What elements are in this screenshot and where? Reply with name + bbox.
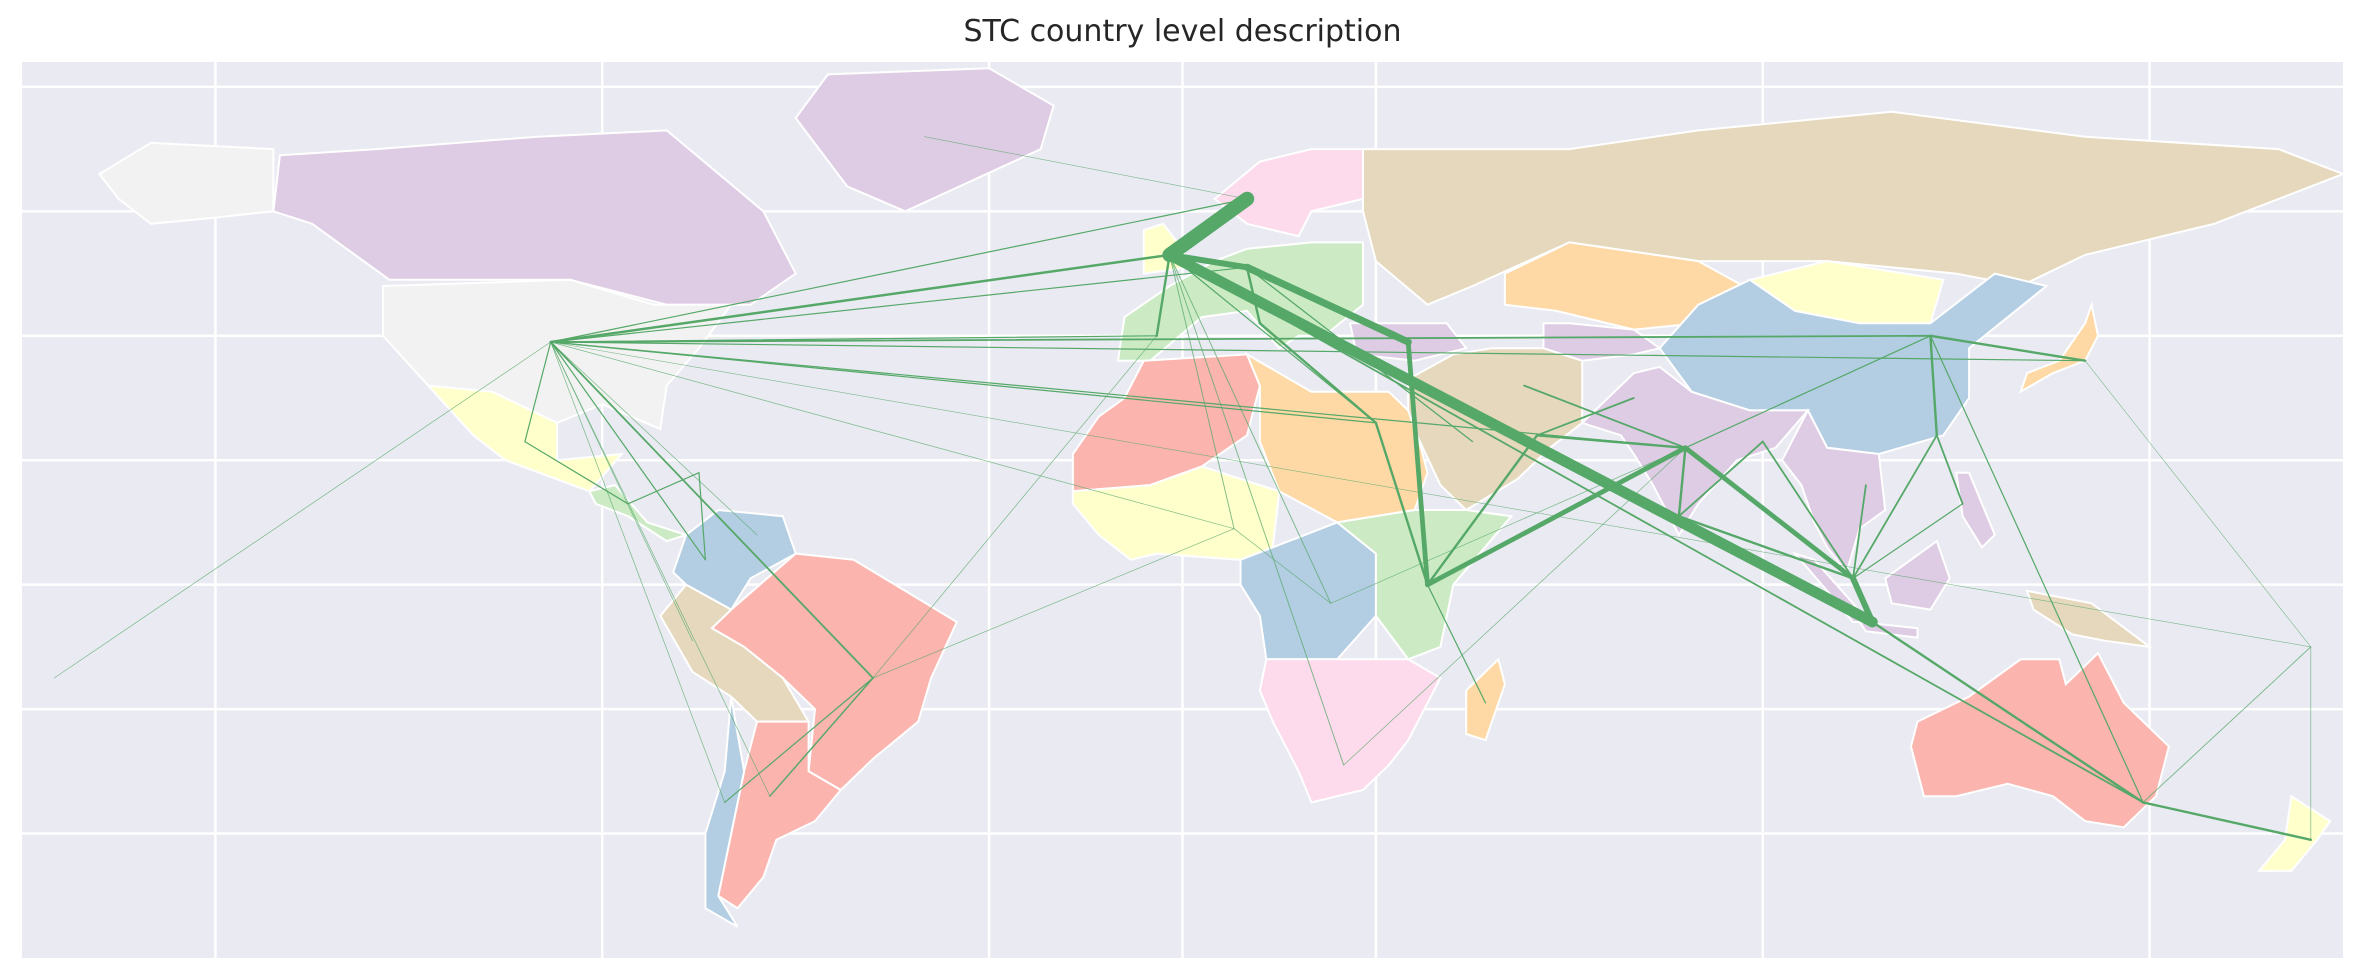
trade-edge-singapore-philippines <box>1852 503 1964 580</box>
trade-edge-bangladesh-singapore <box>1761 440 1854 580</box>
trade-edge-china-south-philippines <box>1935 434 1964 505</box>
land-mexico <box>425 384 624 493</box>
trade-edge-uae-india <box>1535 434 1687 449</box>
trade-edge-turkey-kenya <box>1405 339 1430 588</box>
trade-edge-uae-pakistan <box>1536 397 1635 437</box>
land-canada <box>272 129 797 306</box>
trade-edge-india-singapore <box>1683 445 1856 581</box>
land-philippines <box>1955 471 1996 549</box>
trade-edge-kenya-madagascar <box>1426 584 1487 704</box>
trade-edge-uk-drc <box>1169 254 1332 604</box>
land-japan <box>2018 300 2100 395</box>
land-chile <box>704 696 746 928</box>
trade-edge-china-japan <box>1929 334 2087 362</box>
trade-edge-singapore-indonesia <box>1850 575 1876 625</box>
trade-edge-india-south-bangladesh <box>1678 440 1764 518</box>
trade-edge-germany-italy <box>1245 266 1262 325</box>
land-new-guinea <box>2025 589 2154 649</box>
trade-edge-brazil-argentina <box>769 677 874 797</box>
land-australia <box>1909 651 2171 829</box>
trade-edge-india-south-africa <box>1343 447 1686 766</box>
trade-edge-caribbean-colombia <box>698 472 707 561</box>
trade-edge-singapore-china-south <box>1852 434 1938 580</box>
trade-edge-india-china <box>1684 335 1932 449</box>
trade-edge-australia-china <box>1929 335 2144 804</box>
trade-edge-usa-mexico <box>524 341 552 443</box>
land-central-africa <box>1239 521 1377 661</box>
trade-edge-japan-pacific-east <box>2084 360 2312 648</box>
trade-edge-greenland-norway <box>924 136 1248 200</box>
land-alaska <box>97 141 275 225</box>
trade-edge-brazil-chile <box>724 677 874 804</box>
trade-edge-australia-pacific-east <box>2142 646 2312 803</box>
trade-edge-india-india-south <box>1677 446 1687 518</box>
trade-edge-singapore-vietnam <box>1852 484 1867 580</box>
trade-edge-brazil-nigeria <box>872 528 1235 679</box>
trade-edge-uk-indonesia <box>1164 249 1878 628</box>
trade-edge-germany-turkey <box>1243 263 1412 346</box>
trade-edge-usa-chile <box>550 341 726 803</box>
trade-edge-uk-nigeria <box>1169 254 1235 530</box>
land-central-asia <box>1542 322 1662 362</box>
trade-edge-usa-norway <box>550 198 1248 343</box>
trade-edge-central-america-caribbean <box>627 472 700 505</box>
trade-edge-usa-india <box>550 341 1687 449</box>
trade-edge-usa-uk <box>549 253 1171 344</box>
trade-edge-mexico-central-america <box>524 441 629 505</box>
trade-edge-usa-egypt <box>550 341 1377 424</box>
trade-edge-kenya-uae <box>1426 434 1539 586</box>
trade-edge-india-drc <box>1330 447 1686 604</box>
trade-edge-nigeria-drc <box>1233 528 1332 604</box>
trade-edge-usa-china <box>549 334 1932 343</box>
land-greenland <box>794 67 1055 213</box>
trade-edge-usa-venezuela <box>550 341 758 536</box>
trade-edge-germany-saudi-arabia <box>1246 266 1474 443</box>
land-europe <box>1116 241 1364 362</box>
trade-edge-iran-india <box>1523 384 1687 449</box>
land-new-zealand <box>2257 794 2332 872</box>
trade-edge-egypt-kenya <box>1374 421 1429 586</box>
land-southern-africa <box>1258 658 1442 804</box>
trade-edge-india-south-singapore <box>1677 515 1855 580</box>
map-title: STC country level description <box>963 14 1402 49</box>
trade-edge-norway-uk <box>1162 191 1255 263</box>
land-peru-bolivia <box>659 583 811 723</box>
trade-edge-uk-south-africa <box>1169 254 1345 766</box>
trade-edge-usa-colombia <box>550 341 707 561</box>
trade-edge-uk-spain <box>1155 253 1171 337</box>
land-india <box>1580 365 1811 537</box>
trade-edge-uk-australia <box>1168 253 2145 804</box>
trade-edge-indonesia-australia <box>1871 620 2145 804</box>
land-madagascar <box>1465 657 1506 742</box>
trade-edge-china-south-china <box>1929 334 1939 437</box>
trade-edge-italy-egypt <box>1258 322 1378 425</box>
land-central-america <box>587 483 690 543</box>
trade-edge-uk-germany <box>1166 251 1250 271</box>
land-borneo <box>1884 539 1951 611</box>
trade-edge-australia-new-zealand <box>2141 801 2313 841</box>
trade-edge-usa-nigeria <box>550 341 1235 530</box>
trade-edge-usa-japan <box>550 341 2086 362</box>
trade-edge-usa-pacific-east <box>550 341 2312 648</box>
trade-edge-usa-germany <box>550 266 1248 343</box>
trade-edge-usa-brazil <box>549 341 874 679</box>
trade-edge-usa-argentina <box>550 341 771 797</box>
land-east-africa <box>1334 509 1514 661</box>
trade-edge-brazil-spain <box>872 335 1158 679</box>
trade-edge-usa-pacific-west <box>53 341 552 679</box>
